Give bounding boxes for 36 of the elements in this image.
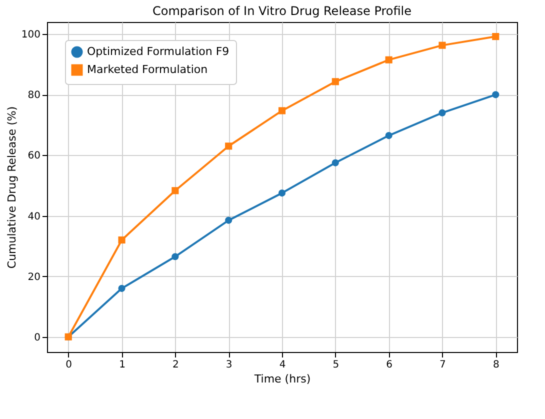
- point: [438, 109, 446, 116]
- point: [172, 187, 179, 194]
- point: [225, 142, 232, 150]
- chart-title: Comparison of In Vitro Drug Release Profile: [152, 4, 412, 18]
- point: [385, 56, 392, 64]
- x-tick-label: 2: [172, 360, 179, 370]
- x-tick-label: 4: [279, 360, 286, 370]
- point: [332, 159, 339, 166]
- x-tick-label: 0: [66, 360, 72, 370]
- y-tick-label: 60: [28, 150, 40, 162]
- y-tick-label: 100: [21, 30, 40, 41]
- point: [492, 32, 500, 40]
- x-tick-label: 8: [492, 360, 500, 370]
- point: [118, 236, 126, 244]
- y-tick-label: 0: [34, 332, 40, 344]
- x-tick-label: 5: [332, 360, 340, 370]
- point: [278, 190, 286, 197]
- y-axis-title: Cumulative Drug Release (%): [5, 106, 18, 269]
- legend-label: Optimized Formulation F9: [87, 45, 230, 58]
- point: [225, 216, 232, 224]
- point: [492, 91, 500, 98]
- x-tick-label: 3: [226, 360, 232, 370]
- x-axis-title: Time (hrs): [253, 372, 311, 386]
- y-tick-label: 40: [28, 211, 40, 222]
- point: [332, 78, 339, 86]
- x-tick-label: 6: [386, 360, 393, 370]
- point: [385, 132, 392, 140]
- x-tick-label: 1: [119, 360, 126, 370]
- point: [172, 253, 179, 260]
- legend-label: Marketed Formulation: [87, 63, 208, 76]
- y-tick-label: 80: [28, 90, 40, 102]
- x-tick-label: 7: [440, 360, 446, 370]
- point: [118, 284, 126, 292]
- point: [278, 107, 286, 114]
- point: [438, 42, 446, 49]
- y-tick-label: 20: [28, 272, 40, 283]
